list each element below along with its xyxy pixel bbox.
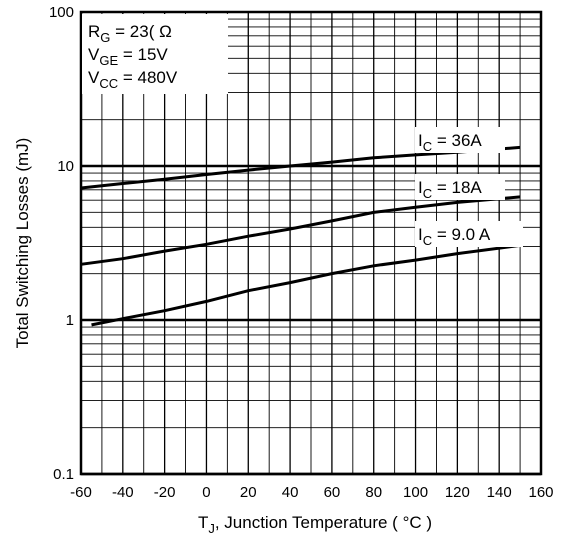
series-label-ic-18a: IC = 18A bbox=[418, 178, 482, 201]
x-tick-label: 100 bbox=[403, 484, 428, 501]
series-line-1 bbox=[80, 195, 521, 266]
x-tick-label: 120 bbox=[445, 484, 470, 501]
condition-vcc: VCC = 480V bbox=[88, 68, 178, 91]
series-label-ic-9a: IC = 9.0 A bbox=[418, 225, 491, 248]
y-axis-title: Total Switching Losses (mJ) bbox=[13, 138, 32, 349]
series-label-bg-36a bbox=[415, 127, 505, 153]
condition-vge: VGE = 15V bbox=[88, 45, 168, 68]
condition-rg: RG = 23( Ω bbox=[88, 22, 172, 45]
y-tick-label: 0.1 bbox=[53, 466, 74, 483]
plot-frame bbox=[79, 10, 543, 476]
x-tick-label: 40 bbox=[282, 484, 299, 501]
x-axis-title: TJ, Junction Temperature ( °C ) bbox=[198, 513, 432, 535]
series-label-bg-18a bbox=[415, 174, 505, 200]
series-line-2 bbox=[91, 243, 521, 327]
x-tick-label: 20 bbox=[240, 484, 257, 501]
x-tick-label: -60 bbox=[70, 484, 92, 501]
tick-labels: -60 -40 -20 0 20 40 60 80 100 120 140 160 0.1 1 10 100 bbox=[49, 4, 554, 501]
conditions-box: RG = 23( Ω VGE = 15V VCC = 480V bbox=[82, 14, 228, 94]
series-labels: IC = 36A IC = 18A IC = 9.0 A bbox=[415, 127, 523, 248]
x-tick-label: 60 bbox=[324, 484, 341, 501]
x-tick-label: 140 bbox=[487, 484, 512, 501]
x-tick-label: -40 bbox=[112, 484, 134, 501]
series-label-bg-9a bbox=[415, 221, 523, 247]
series-line-0 bbox=[80, 145, 521, 190]
y-tick-label: 100 bbox=[49, 4, 74, 21]
conditions-background bbox=[82, 14, 228, 94]
y-tick-label: 1 bbox=[66, 312, 74, 329]
x-tick-label: -20 bbox=[154, 484, 176, 501]
series-lines bbox=[80, 145, 521, 327]
x-tick-label: 80 bbox=[365, 484, 382, 501]
y-tick-label: 10 bbox=[57, 158, 74, 175]
x-tick-label: 0 bbox=[202, 484, 210, 501]
series-label-ic-36a: IC = 36A bbox=[418, 131, 482, 154]
x-tick-label: 160 bbox=[528, 484, 553, 501]
